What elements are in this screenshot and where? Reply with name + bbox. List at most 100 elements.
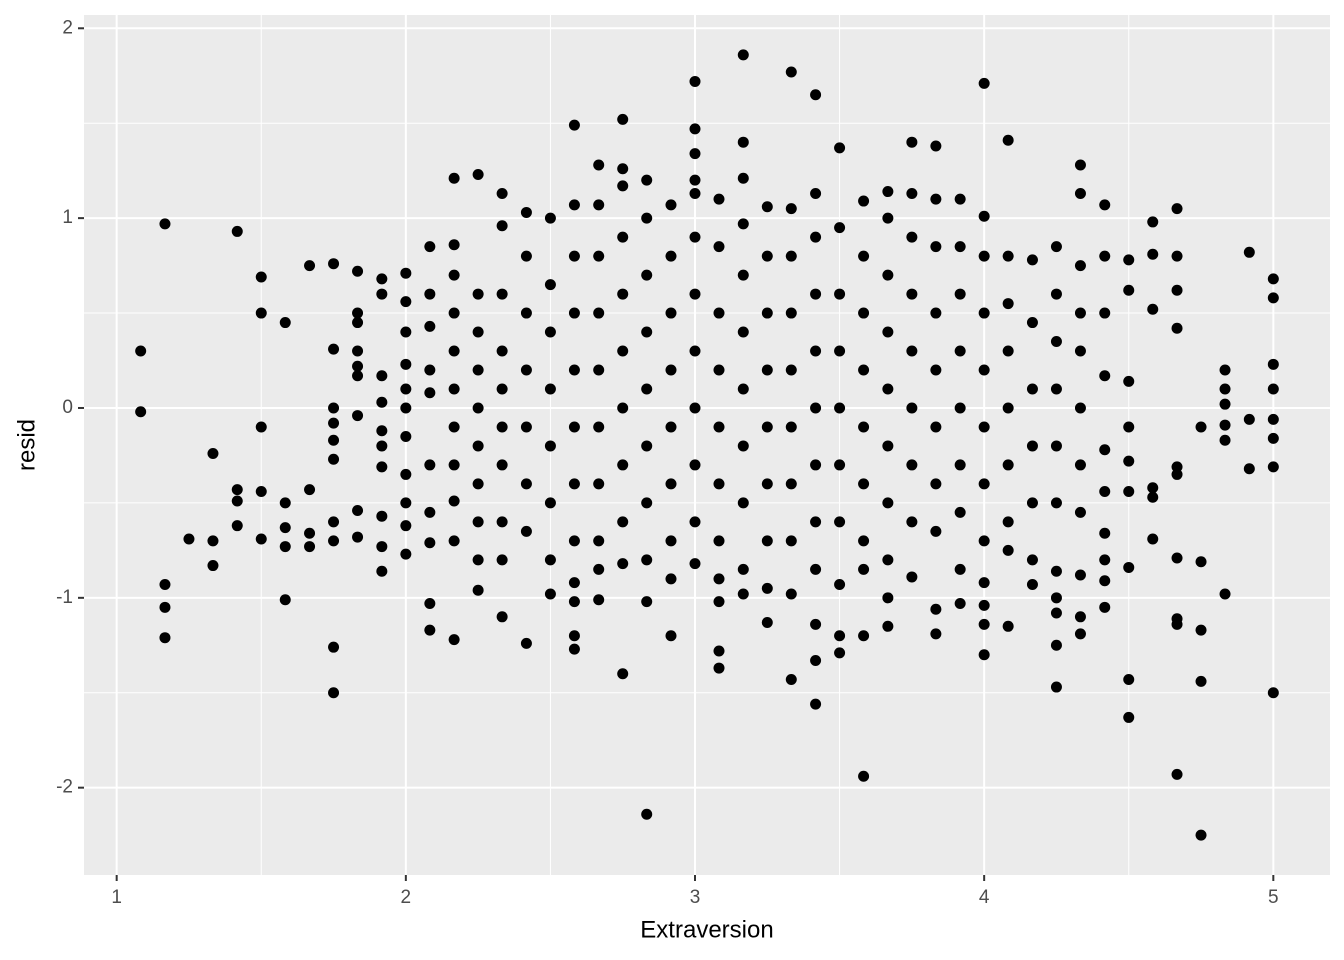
point (352, 307, 364, 319)
point (882, 269, 894, 281)
point (448, 383, 460, 395)
point (882, 620, 894, 632)
point (544, 440, 556, 452)
point (424, 320, 436, 332)
point (496, 187, 508, 199)
point (1050, 592, 1062, 604)
point (930, 307, 942, 319)
point (593, 364, 605, 376)
point (1219, 383, 1231, 395)
point (689, 402, 701, 414)
point (328, 402, 340, 414)
point (400, 520, 412, 532)
point (520, 364, 532, 376)
point (1123, 421, 1135, 433)
point (785, 250, 797, 262)
point (954, 345, 966, 357)
point (304, 484, 316, 496)
point (231, 225, 243, 237)
point (448, 239, 460, 251)
y-tick-label: -2 (56, 777, 73, 798)
point (785, 478, 797, 490)
point (496, 554, 508, 566)
point (1219, 588, 1231, 600)
point (279, 594, 291, 606)
point (1243, 413, 1255, 425)
point (376, 396, 388, 408)
point (761, 617, 773, 629)
point (713, 573, 725, 585)
point (400, 267, 412, 279)
point (1099, 601, 1111, 613)
point (231, 520, 243, 532)
y-tick-label: 2 (62, 17, 73, 38)
point (810, 516, 822, 528)
point (376, 370, 388, 382)
point (930, 478, 942, 490)
point (882, 186, 894, 198)
point (1074, 307, 1086, 319)
point (785, 421, 797, 433)
point (834, 222, 846, 234)
point (328, 343, 340, 355)
point (472, 478, 484, 490)
point (713, 662, 725, 674)
point (882, 592, 894, 604)
point (424, 624, 436, 636)
point (568, 421, 580, 433)
point (617, 516, 629, 528)
point (906, 136, 918, 148)
point (1050, 383, 1062, 395)
point (641, 440, 653, 452)
point (520, 206, 532, 218)
point (472, 584, 484, 596)
point (665, 535, 677, 547)
point (834, 345, 846, 357)
point (689, 516, 701, 528)
point (328, 641, 340, 653)
point (930, 421, 942, 433)
point (1099, 444, 1111, 456)
point (1243, 463, 1255, 475)
point (882, 383, 894, 395)
point (689, 459, 701, 471)
point (1171, 250, 1183, 262)
point (400, 383, 412, 395)
point (1002, 459, 1014, 471)
point (737, 172, 749, 184)
point (906, 571, 918, 583)
point (834, 579, 846, 591)
point (568, 478, 580, 490)
point (930, 241, 942, 253)
point (1050, 607, 1062, 619)
point (978, 649, 990, 661)
point (135, 345, 147, 357)
point (761, 421, 773, 433)
point (1099, 250, 1111, 262)
point (954, 563, 966, 575)
point (1195, 624, 1207, 636)
point (906, 231, 918, 243)
point (352, 360, 364, 372)
point (930, 140, 942, 152)
point (496, 220, 508, 232)
point (255, 533, 267, 545)
y-tick-label: -1 (56, 587, 73, 608)
point (1002, 402, 1014, 414)
point (1050, 288, 1062, 300)
point (978, 364, 990, 376)
point (617, 288, 629, 300)
point (1026, 554, 1038, 566)
point (689, 174, 701, 186)
point (255, 421, 267, 433)
point (810, 618, 822, 630)
point (1099, 575, 1111, 587)
y-tick-label: 1 (62, 207, 73, 228)
point (978, 535, 990, 547)
panel (84, 15, 1330, 875)
point (834, 516, 846, 528)
point (328, 417, 340, 429)
point (665, 307, 677, 319)
point (1267, 273, 1279, 285)
